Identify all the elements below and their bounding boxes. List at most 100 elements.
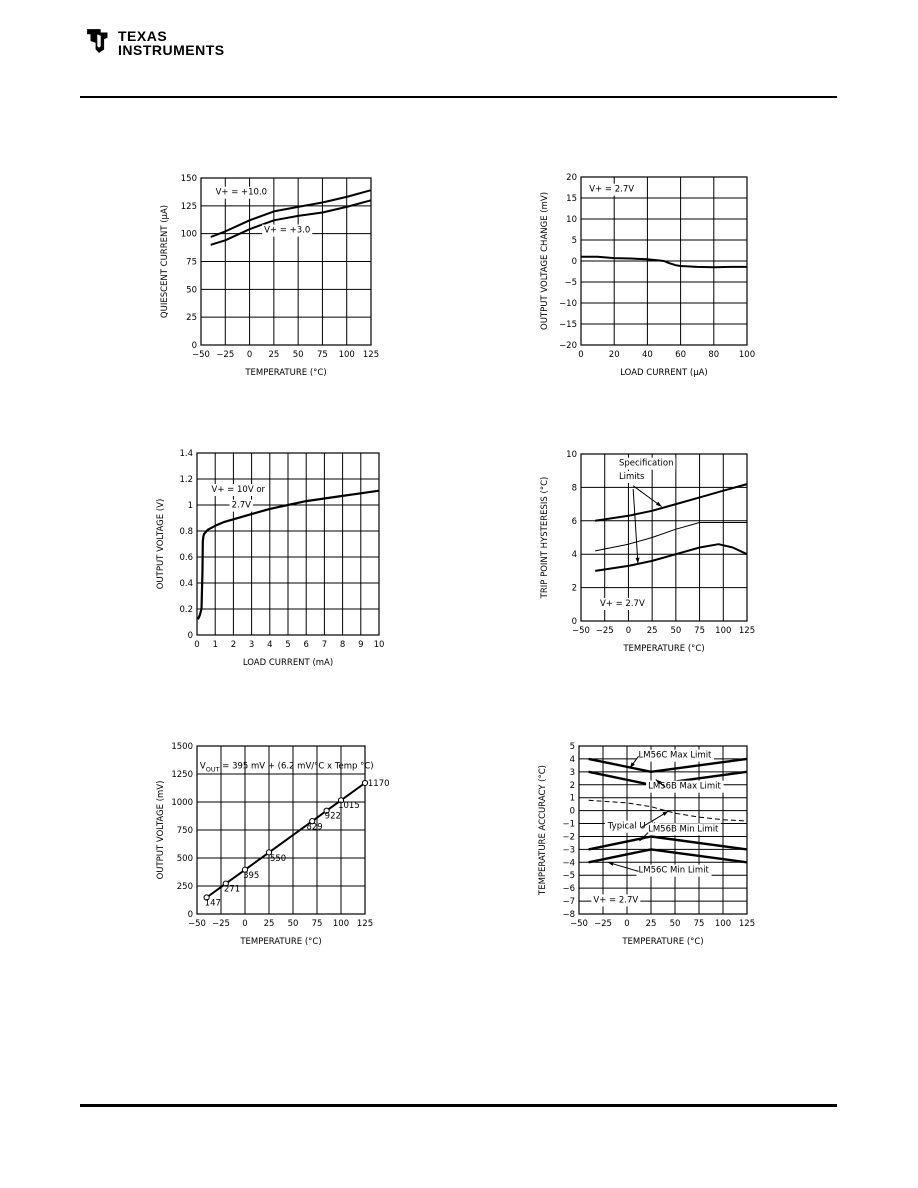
x-tick-label: −25 bbox=[216, 350, 234, 360]
x-axis-label: TEMPERATURE (°C) bbox=[244, 368, 326, 378]
y-tick-label: −5 bbox=[564, 278, 577, 288]
annotation-supply: V+ = 2.7V bbox=[593, 895, 638, 905]
annotation-supply-bg bbox=[597, 597, 647, 610]
data-label: 1015 bbox=[338, 801, 360, 811]
series-line-0 bbox=[196, 489, 380, 620]
plot-frame bbox=[200, 177, 372, 346]
x-axis-label: TEMPERATURE (°C) bbox=[622, 644, 704, 654]
y-tick-label: −3 bbox=[562, 845, 575, 855]
y-tick-label: 50 bbox=[186, 285, 197, 295]
x-tick-label: 3 bbox=[249, 640, 254, 650]
output-voltage-change-chart: 0 20 40 60 80 100 20 15 10 5 0 −5 −10 −15 −20 LOAD CURR… bbox=[540, 173, 755, 378]
data-label: 395 bbox=[243, 871, 259, 881]
y-tick-label: −7 bbox=[562, 897, 575, 907]
x-tick-label: 6 bbox=[303, 640, 308, 650]
plot-frame bbox=[580, 176, 748, 346]
output-voltage-vs-temperature-chart: −50 −25 0 25 50 75 100 125025050075010001250150… bbox=[156, 742, 390, 947]
annotation-spec-limits-line2-bg bbox=[616, 471, 648, 484]
arrow-typical-head bbox=[662, 811, 669, 816]
x-tick-label: −25 bbox=[594, 919, 612, 929]
data-label: 922 bbox=[325, 812, 341, 822]
y-tick-label: 2 bbox=[570, 781, 575, 791]
plot-frame bbox=[196, 745, 366, 915]
y-tick-label: −5 bbox=[562, 871, 575, 881]
x-tick-label: −50 bbox=[570, 919, 588, 929]
x-axis-label: LOAD CURRENT (μA) bbox=[620, 368, 707, 378]
annotation-lm56c-max-bg bbox=[636, 749, 715, 762]
annotation-arrow-upper-head bbox=[655, 501, 662, 507]
x-axis-label: TEMPERATURE (°C) bbox=[239, 937, 321, 947]
x-tick-label: 75 bbox=[312, 919, 323, 929]
annotation-typical-bg bbox=[604, 820, 660, 833]
data-point bbox=[265, 849, 273, 856]
quiescent-current-chart: −50 −25 0 25 50 75 100 125 0 25 50 75 100 125 150 TEMPE… bbox=[160, 174, 379, 378]
annotation-arrow-lower-head bbox=[635, 557, 640, 564]
annotation-supply-bg bbox=[587, 183, 637, 196]
y-axis-label: QUIESCENT CURRENT (μA) bbox=[160, 205, 170, 318]
x-tick-label: 50 bbox=[670, 626, 681, 636]
header-rule bbox=[80, 96, 837, 98]
y-tick-label: 6 bbox=[572, 517, 577, 527]
x-tick-label: 2 bbox=[231, 640, 236, 650]
y-tick-label: 0 bbox=[572, 257, 577, 267]
y-tick-label: 3 bbox=[570, 768, 575, 778]
annotation-supply-bg bbox=[591, 894, 641, 907]
annotation-arrow-lower bbox=[632, 489, 639, 564]
x-tick-label: 80 bbox=[708, 350, 719, 360]
y-tick-label: 1 bbox=[188, 501, 193, 511]
annotation-lm56b-min-bg bbox=[646, 823, 722, 836]
data-point bbox=[222, 880, 229, 887]
x-tick-label: 100 bbox=[739, 350, 755, 360]
annotation-supply-line1: V+ = 10V or bbox=[212, 485, 266, 495]
x-tick-label: 75 bbox=[694, 626, 705, 636]
footer-rule bbox=[80, 1104, 837, 1107]
x-tick-label: 125 bbox=[739, 919, 755, 929]
series-line-v-10-0 bbox=[210, 189, 372, 238]
data-label: 550 bbox=[270, 854, 286, 864]
y-tick-label: 8 bbox=[572, 483, 577, 493]
data-point bbox=[323, 807, 330, 814]
y-tick-label: −8 bbox=[562, 910, 575, 920]
y-tick-label: 5 bbox=[572, 236, 577, 246]
x-tick-label: 0 bbox=[242, 919, 247, 929]
temperature-accuracy-chart: −50 −25 0 25 50 75 100 125 5 4 3 2 1 0 −1 −2 −3 −4 −5 −6 −7 −… bbox=[538, 742, 755, 947]
annotation-lm56b-max-bg bbox=[646, 780, 724, 793]
x-tick-label: 0 bbox=[247, 350, 252, 360]
x-tick-label: −50 bbox=[572, 626, 590, 636]
x-tick-label: 0 bbox=[624, 919, 629, 929]
y-tick-label: 250 bbox=[177, 882, 193, 892]
annotation-lm56b-min: LM56B Min Limit bbox=[648, 824, 719, 834]
x-tick-label: 0 bbox=[578, 350, 583, 360]
y-tick-label: 25 bbox=[186, 313, 197, 323]
annotation-v10: V+ = +10.0 bbox=[216, 188, 268, 198]
x-tick-label: 100 bbox=[333, 919, 349, 929]
y-tick-label: 0.2 bbox=[179, 605, 193, 615]
x-tick-label: 0 bbox=[626, 626, 631, 636]
y-tick-label: 20 bbox=[566, 173, 577, 183]
x-tick-label: 50 bbox=[670, 919, 681, 929]
data-point bbox=[203, 894, 210, 901]
annotation-v3-bg bbox=[262, 224, 313, 237]
x-tick-label: 100 bbox=[715, 919, 731, 929]
data-label: 829 bbox=[306, 823, 322, 833]
x-tick-label: 5 bbox=[285, 640, 290, 650]
annotation-supply: V+ = 2.7V bbox=[600, 599, 645, 609]
y-tick-label: 125 bbox=[181, 202, 197, 212]
annotation-v3: V+ = +3.0 bbox=[264, 226, 310, 236]
plot-frame bbox=[196, 452, 380, 636]
x-tick-label: −25 bbox=[596, 626, 614, 636]
x-tick-label: 60 bbox=[675, 350, 686, 360]
logo-line-2: INSTRUMENTS bbox=[118, 42, 225, 58]
y-tick-label: 5 bbox=[570, 742, 575, 752]
y-tick-label: 500 bbox=[177, 854, 193, 864]
y-axis-label: OUTPUT VOLTAGE (mV) bbox=[156, 781, 166, 880]
logo-line-1: TEXAS bbox=[118, 28, 168, 44]
annotation-v10-bg bbox=[213, 186, 270, 199]
annotation-supply-line2: 2.7V bbox=[232, 501, 252, 511]
y-tick-label: 0 bbox=[572, 617, 577, 627]
y-tick-label: −10 bbox=[559, 299, 577, 309]
series-line-1 bbox=[595, 522, 747, 552]
data-point bbox=[241, 866, 249, 873]
y-tick-label: 1.4 bbox=[179, 449, 193, 459]
ti-logo-icon bbox=[87, 29, 108, 53]
